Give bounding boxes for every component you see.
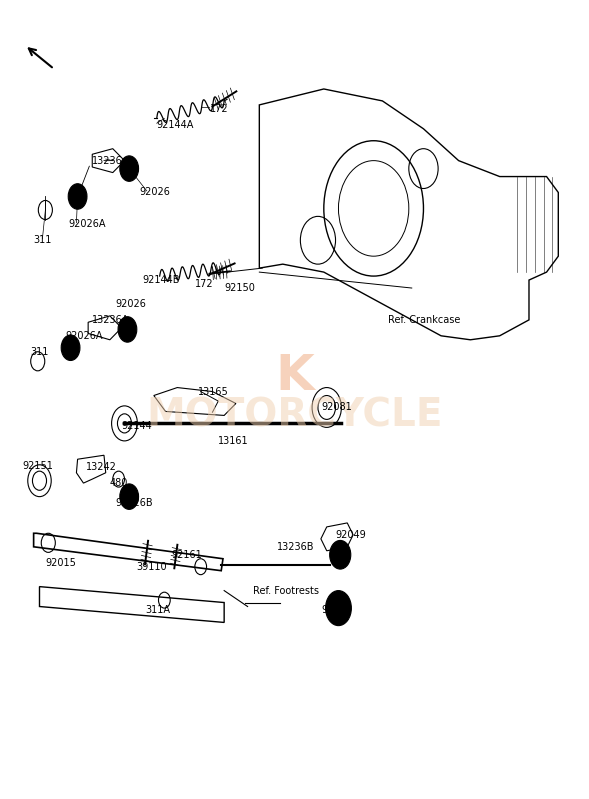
Text: 92161: 92161 bbox=[171, 550, 202, 560]
Text: 480: 480 bbox=[110, 478, 128, 488]
Text: 92026A: 92026A bbox=[66, 331, 104, 341]
Circle shape bbox=[330, 540, 351, 569]
Text: 92026: 92026 bbox=[115, 299, 147, 309]
Text: 13236: 13236 bbox=[92, 156, 123, 165]
Text: 13236B: 13236B bbox=[277, 542, 315, 552]
Text: 39110: 39110 bbox=[136, 562, 167, 572]
Circle shape bbox=[125, 491, 133, 503]
Text: 92015: 92015 bbox=[45, 558, 76, 568]
Text: 311A: 311A bbox=[145, 606, 170, 615]
Text: 92026A: 92026A bbox=[69, 220, 106, 229]
Text: 13242: 13242 bbox=[87, 462, 117, 472]
Circle shape bbox=[326, 590, 352, 626]
Text: 92151: 92151 bbox=[22, 461, 53, 471]
Circle shape bbox=[120, 156, 138, 181]
Text: 92144: 92144 bbox=[121, 421, 153, 431]
Text: 92144B: 92144B bbox=[142, 275, 180, 285]
Text: 13165: 13165 bbox=[198, 387, 229, 396]
Text: 13236A: 13236A bbox=[92, 315, 130, 325]
Circle shape bbox=[120, 484, 138, 510]
Circle shape bbox=[67, 342, 75, 353]
Circle shape bbox=[125, 163, 133, 174]
Circle shape bbox=[336, 548, 345, 561]
Circle shape bbox=[61, 335, 80, 360]
Text: 13161: 13161 bbox=[219, 436, 249, 446]
Circle shape bbox=[68, 184, 87, 209]
Text: 172: 172 bbox=[210, 104, 228, 114]
Text: 92081: 92081 bbox=[321, 403, 352, 412]
Text: 92026B: 92026B bbox=[115, 498, 153, 508]
Circle shape bbox=[332, 598, 346, 618]
Text: 92049: 92049 bbox=[321, 606, 352, 615]
Text: 172: 172 bbox=[195, 279, 213, 289]
Circle shape bbox=[123, 324, 131, 335]
Text: 92026: 92026 bbox=[139, 188, 170, 197]
Text: 311: 311 bbox=[31, 347, 49, 356]
Text: 92150: 92150 bbox=[224, 283, 255, 293]
Text: 92144A: 92144A bbox=[157, 120, 194, 129]
Text: Ref. Footrests: Ref. Footrests bbox=[253, 586, 319, 595]
Circle shape bbox=[74, 191, 82, 202]
Text: 92049: 92049 bbox=[336, 530, 366, 540]
Text: MOTORCYCLE: MOTORCYCLE bbox=[146, 396, 443, 435]
Text: K: K bbox=[275, 352, 314, 400]
Text: 311: 311 bbox=[34, 235, 52, 245]
Circle shape bbox=[118, 316, 137, 342]
Text: Ref. Crankcase: Ref. Crankcase bbox=[388, 315, 461, 325]
